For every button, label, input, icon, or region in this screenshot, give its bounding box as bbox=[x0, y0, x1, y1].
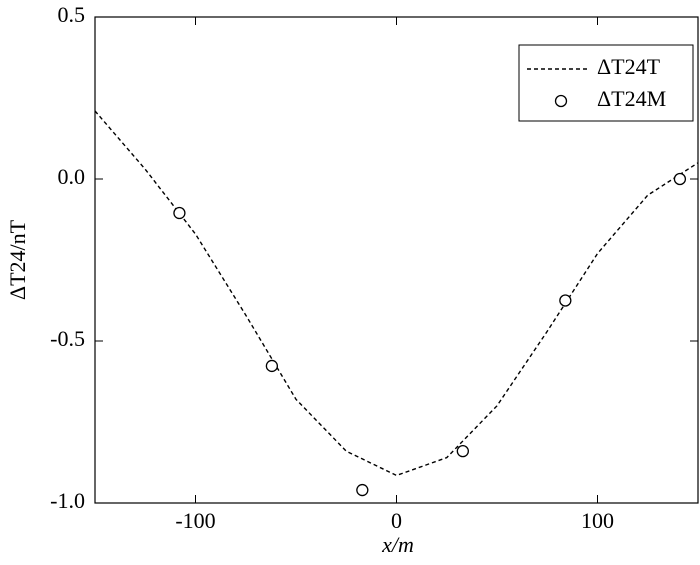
data-point bbox=[356, 483, 369, 497]
y-tick-label: -0.5 bbox=[50, 326, 85, 351]
data-point bbox=[265, 359, 279, 373]
x-tick-label: 0 bbox=[391, 508, 402, 533]
y-axis-label: ΔT24/nT bbox=[5, 219, 30, 300]
y-tick-label: 0.5 bbox=[58, 2, 86, 27]
legend-label: ΔT24T bbox=[597, 54, 661, 79]
x-axis-label: x/m bbox=[381, 532, 414, 557]
x-tick-label: 100 bbox=[581, 508, 614, 533]
y-tick-label: 0.0 bbox=[58, 164, 86, 189]
data-point bbox=[456, 445, 469, 458]
legend-label: ΔT24M bbox=[597, 86, 666, 111]
dashed-line bbox=[94, 110, 699, 477]
x-tick-label: -100 bbox=[175, 508, 215, 533]
data-point bbox=[673, 172, 687, 186]
y-tick-label: -1.0 bbox=[50, 488, 85, 513]
legend-swatch bbox=[554, 94, 568, 108]
legend-box bbox=[518, 44, 694, 122]
data-point bbox=[559, 294, 572, 307]
data-point bbox=[173, 206, 186, 220]
